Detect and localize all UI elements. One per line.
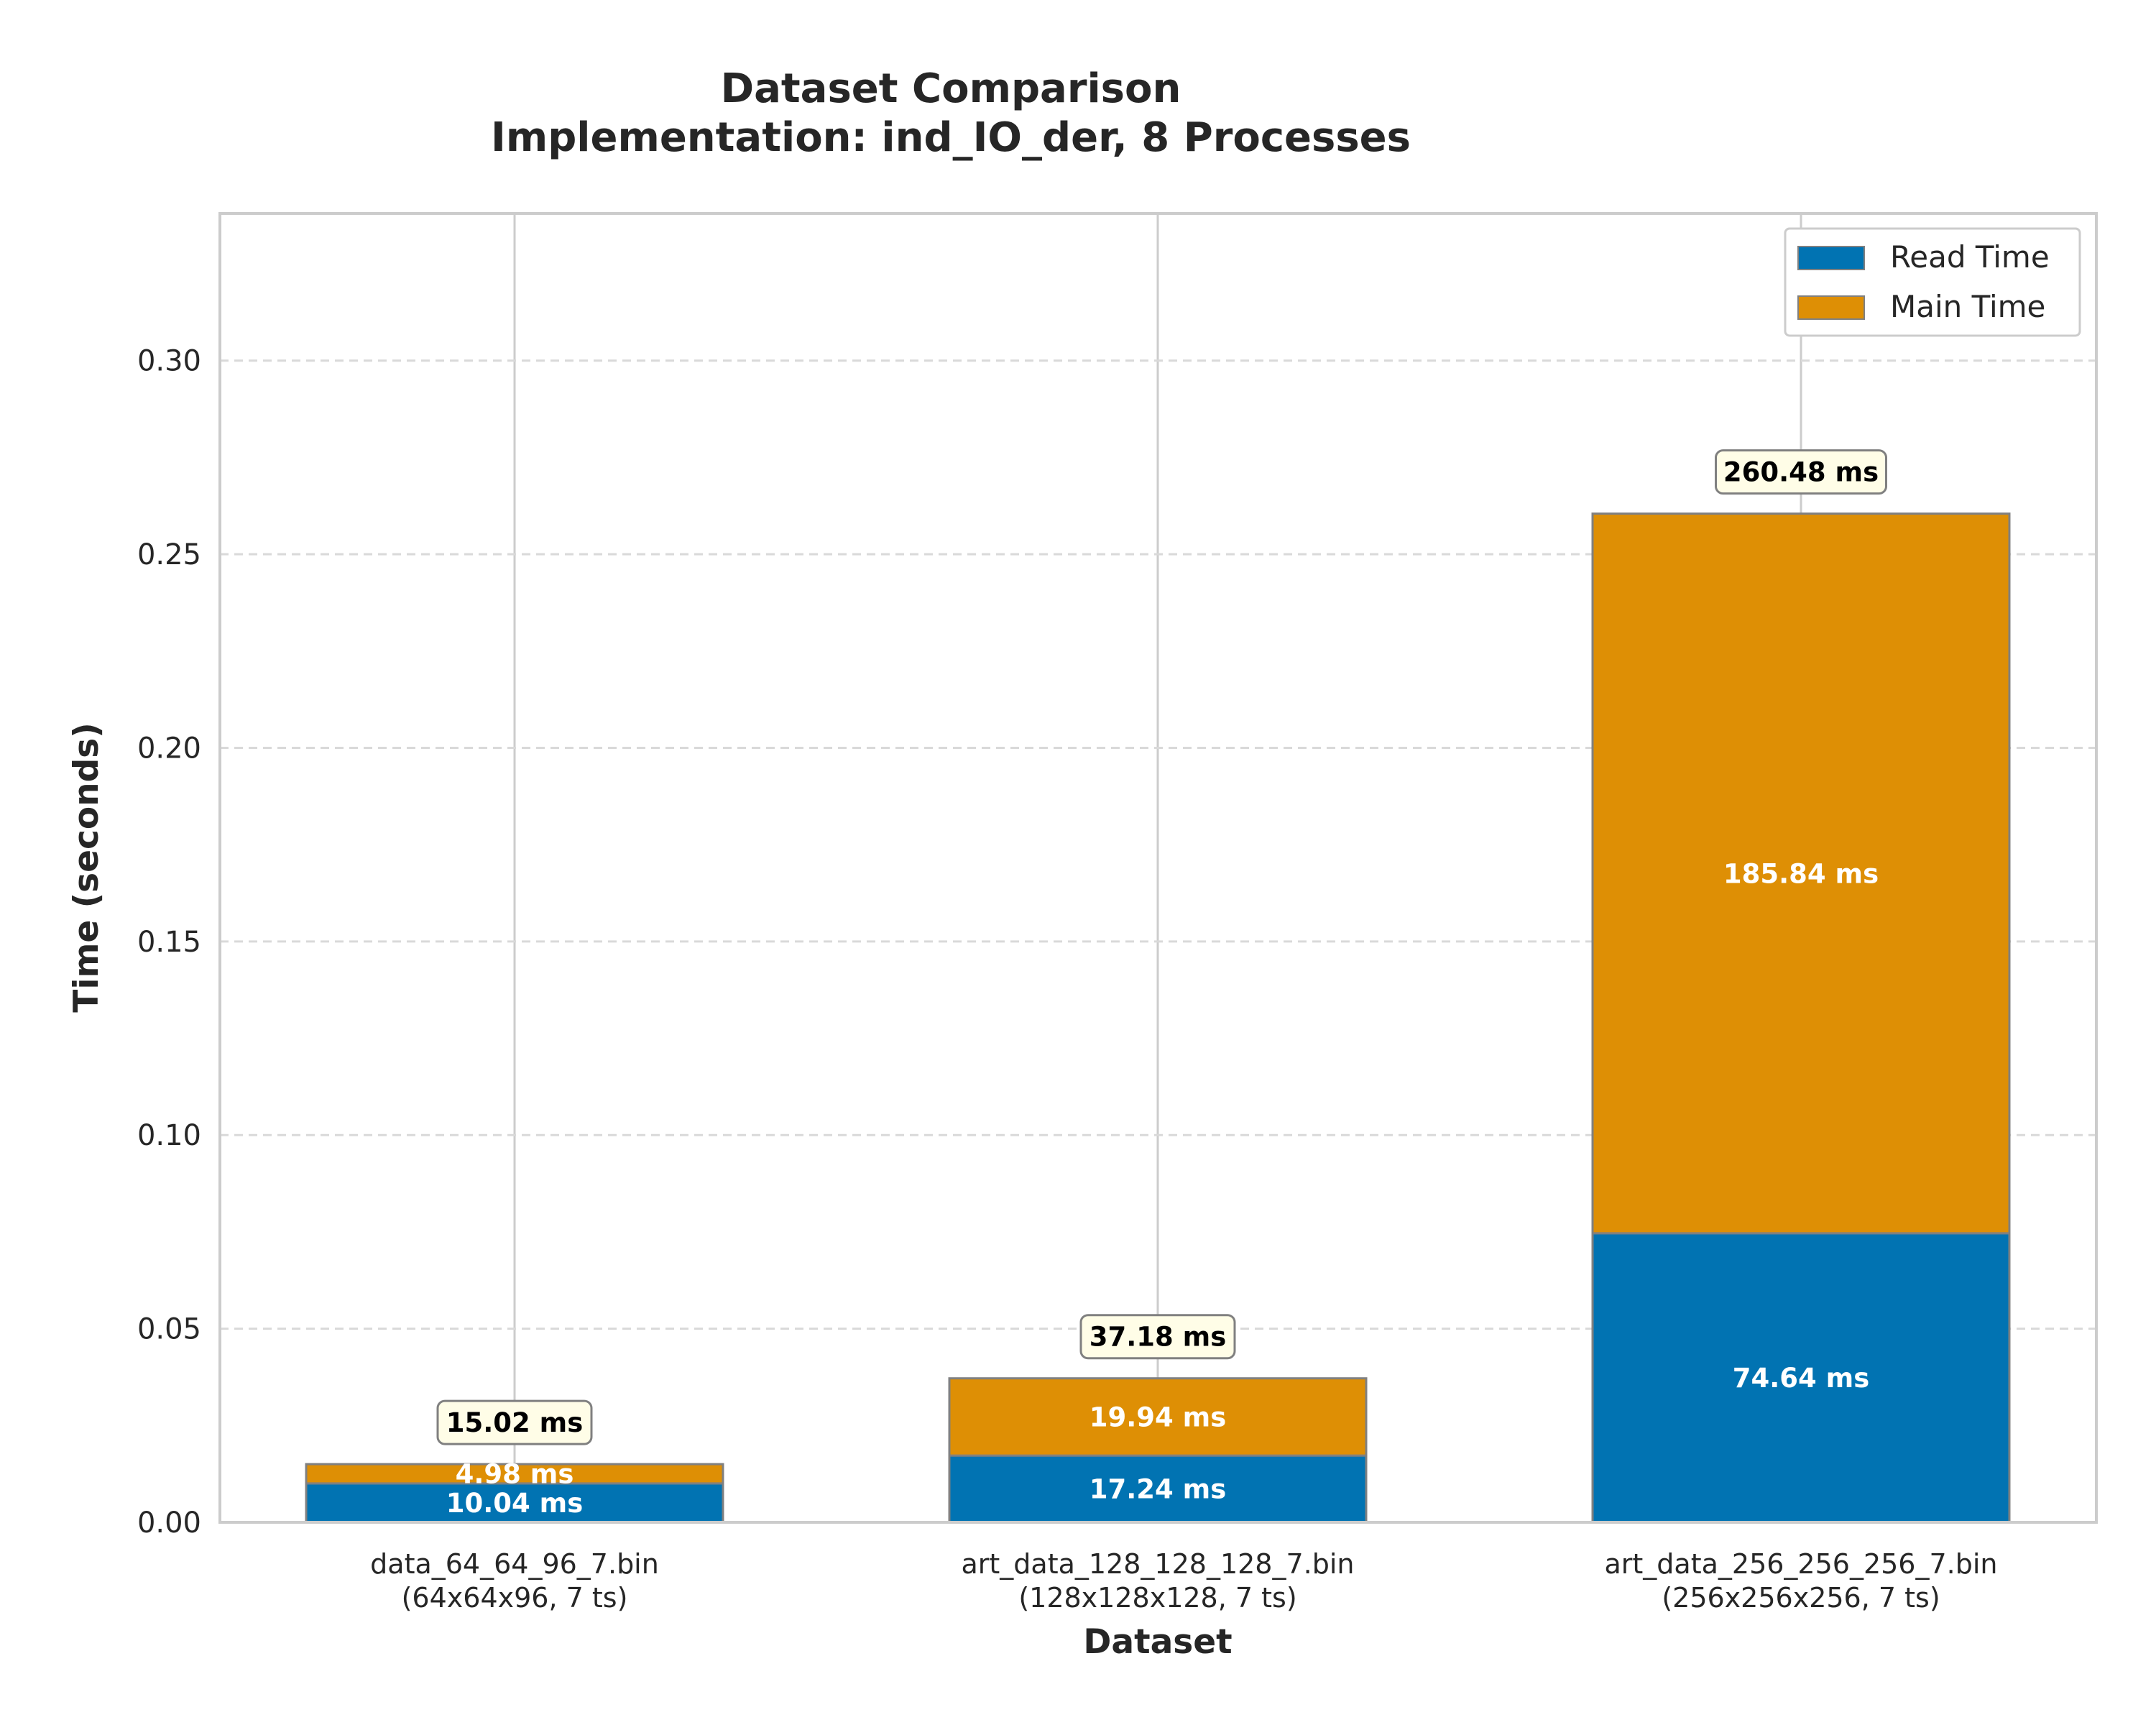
bar-value-label: 10.04 ms <box>446 1488 584 1519</box>
bar-read-time <box>1591 1232 2011 1524</box>
bar-value-label: 19.94 ms <box>1089 1402 1227 1432</box>
legend-label-read-time: Read Time <box>1890 239 2050 275</box>
total-label: 15.02 ms <box>446 1407 584 1438</box>
bars <box>305 512 2011 1524</box>
total-label: 37.18 ms <box>1089 1322 1227 1353</box>
total-label-box <box>1079 1314 1236 1360</box>
legend-swatch-read-time <box>1797 246 1865 270</box>
x-tick-label: art_data_256_256_256_7.bin <box>1604 1548 1997 1580</box>
y-tick-label: 0.00 <box>137 1506 201 1540</box>
y-tick-label: 0.25 <box>137 538 201 571</box>
bar-main-time <box>1591 512 2011 1235</box>
bar-labels: 10.04 ms4.98 ms 15.02 ms 17.24 ms 19.94 ms 3… <box>436 449 1887 1519</box>
legend: Read Time Main Time <box>1784 227 2081 337</box>
bar-value-label: 74.64 ms <box>1733 1363 1870 1394</box>
y-tick-label: 0.30 <box>137 345 201 378</box>
x-axis-title: Dataset <box>1083 1622 1232 1662</box>
y-tick-label: 0.15 <box>137 926 201 959</box>
x-tick-sublabel: (256x256x256, 7 ts) <box>1662 1582 1940 1614</box>
plot-area-frame <box>218 212 2098 1524</box>
legend-label-main-time: Main Time <box>1890 289 2045 324</box>
chart-subtitle: Implementation: ind_IO_der, 8 Processes <box>491 114 1411 161</box>
bar-value-label: 4.98 ms <box>456 1458 574 1489</box>
total-label-box <box>436 1399 593 1445</box>
x-axis-ticks: data_64_64_96_7.bin(64x64x96, 7 ts) art_d… <box>370 1548 1997 1614</box>
x-tick-sublabel: (128x128x128, 7 ts) <box>1018 1582 1296 1614</box>
bar-main-time <box>948 1377 1368 1457</box>
legend-swatch-main-time <box>1797 295 1865 320</box>
bar-read-time <box>948 1454 1368 1524</box>
y-axis-title: Time (seconds) <box>67 722 106 1012</box>
total-label-box <box>1715 449 1887 495</box>
y-tick-label: 0.05 <box>137 1313 201 1346</box>
y-tick-label: 0.20 <box>137 732 201 765</box>
x-tick-sublabel: (64x64x96, 7 ts) <box>402 1582 628 1614</box>
y-axis-ticks: 0.00 0.05 0.10 0.15 0.20 0.25 0.30 <box>137 345 201 1540</box>
total-label: 260.48 ms <box>1723 457 1879 488</box>
x-tick-label: data_64_64_96_7.bin <box>370 1548 659 1580</box>
bar-main-time <box>305 1463 724 1485</box>
bar-read-time <box>305 1482 724 1524</box>
bar-value-label: 185.84 ms <box>1723 858 1879 889</box>
x-tick-label: art_data_128_128_128_7.bin <box>961 1548 1354 1580</box>
bar-value-label: 17.24 ms <box>1089 1474 1227 1505</box>
y-tick-label: 0.10 <box>137 1119 201 1152</box>
chart-title: Dataset Comparison <box>721 65 1181 112</box>
